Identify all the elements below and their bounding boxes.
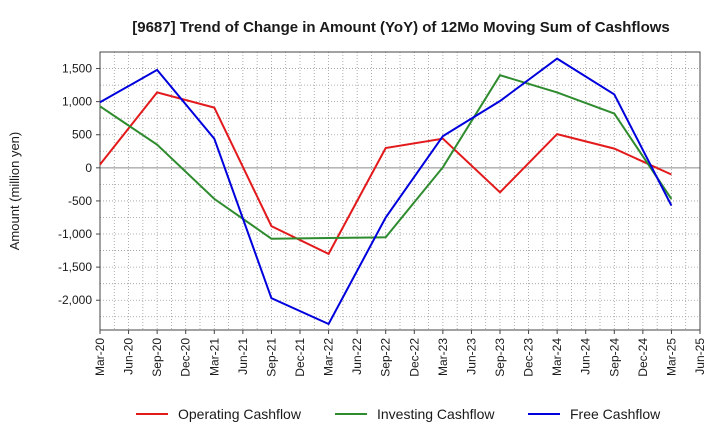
- y-tick-label: 0: [85, 161, 92, 175]
- series-line-operating-cashflow: [99, 91, 672, 256]
- y-tick-label: 1,000: [62, 95, 92, 109]
- x-tick-label: Dec-20: [179, 338, 193, 377]
- y-tick-label: -1,500: [58, 260, 92, 274]
- legend-item: Free Cashflow: [528, 406, 661, 422]
- x-tick-label: Jun-20: [122, 338, 136, 375]
- x-tick-label: Jun-24: [579, 338, 593, 375]
- axes: 1,500 1,000 500 0 -500 -1,000 -1,500 -2,000 Mar-…: [58, 51, 707, 377]
- x-tick-label: Jun-23: [464, 338, 478, 375]
- x-tick-label: Sep-21: [264, 338, 278, 377]
- legend-item: Operating Cashflow: [136, 406, 302, 422]
- chart-title: [9687] Trend of Change in Amount (YoY) o…: [132, 19, 670, 36]
- legend-item: Investing Cashflow: [335, 406, 495, 422]
- x-tick-label: Sep-23: [493, 338, 507, 377]
- x-tick-label: Mar-25: [664, 338, 678, 376]
- series-line-free-cashflow: [99, 57, 673, 326]
- x-tick-label: Mar-23: [436, 338, 450, 376]
- x-tick-label: Jun-21: [236, 338, 250, 375]
- series-line-investing-cashflow: [99, 74, 673, 240]
- legend-label: Investing Cashflow: [377, 406, 495, 422]
- x-tick-label: Dec-23: [522, 338, 536, 377]
- x-tick-label: Dec-21: [293, 338, 307, 377]
- x-tick-label: Mar-20: [93, 338, 107, 376]
- x-tick-label: Sep-24: [607, 338, 621, 377]
- legend-label: Free Cashflow: [570, 406, 661, 422]
- series-lines: [99, 57, 673, 326]
- grid: [99, 51, 701, 330]
- x-tick-label: Mar-22: [322, 338, 336, 376]
- x-tick-label: Mar-21: [207, 338, 221, 376]
- x-tick-label: Sep-20: [150, 338, 164, 377]
- y-tick-label: 1,500: [62, 62, 92, 76]
- x-tick-label: Mar-24: [550, 338, 564, 376]
- x-tick-label: Jun-25: [693, 338, 707, 375]
- x-tick-label: Sep-22: [379, 338, 393, 377]
- legend: Operating Cashflow Investing Cashflow Free…: [136, 406, 661, 422]
- y-tick-label: 500: [72, 128, 92, 142]
- y-tick-label: -500: [68, 194, 92, 208]
- y-tick-label: -2,000: [58, 293, 92, 307]
- legend-label: Operating Cashflow: [178, 406, 302, 422]
- x-tick-label: Dec-22: [407, 338, 421, 377]
- x-tick-label: Dec-24: [636, 338, 650, 377]
- y-tick-label: -1,000: [58, 227, 92, 241]
- plot-area-frame: [99, 51, 701, 331]
- y-axis-label: Amount (million yen): [7, 132, 22, 251]
- x-tick-label: Jun-22: [350, 338, 364, 375]
